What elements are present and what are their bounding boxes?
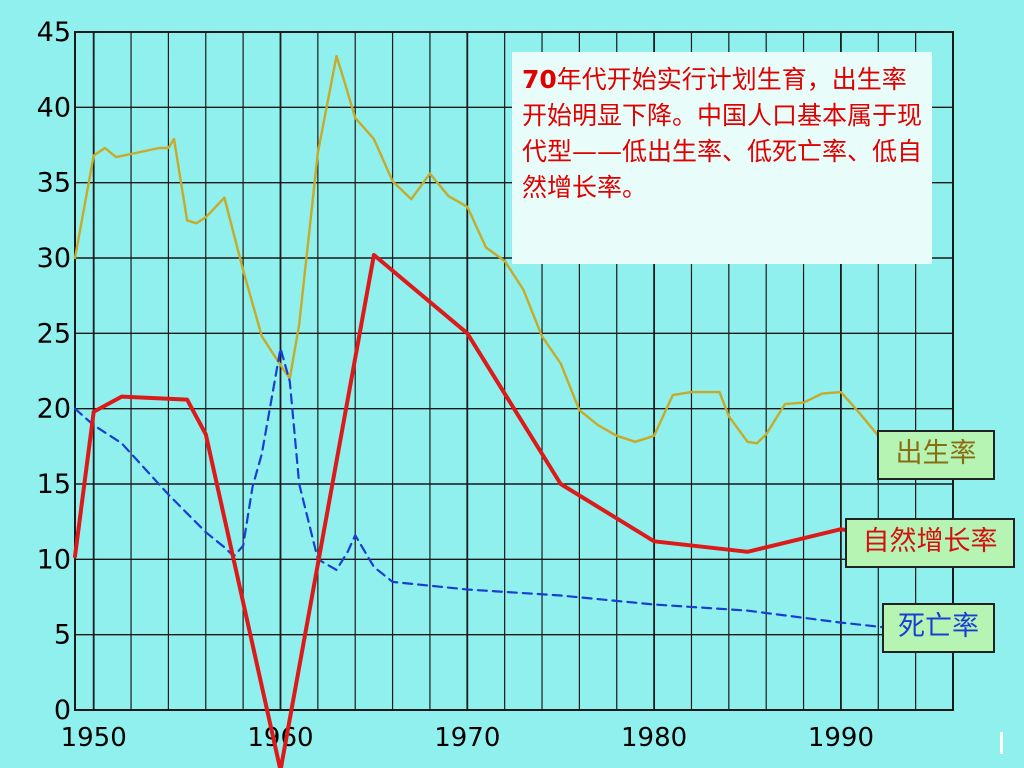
birth-rate-line — [73, 54, 955, 457]
natural-growth-rate-line — [73, 253, 937, 768]
x-tick-label: 1960 — [247, 723, 313, 753]
legend-natural-growth-rate: 自然增长率 — [845, 518, 1015, 568]
slide-edge-mark — [1000, 732, 1003, 754]
y-tick-label: 30 — [37, 243, 71, 274]
annotation-box: 70年代开始实行计划生育，出生率开始明显下降。中国人口基本属于现代型——低出生率… — [512, 52, 932, 264]
y-tick-label: 20 — [37, 394, 71, 425]
y-tick-label: 5 — [54, 620, 71, 651]
y-tick-label: 25 — [37, 318, 71, 349]
x-tick-label: 1990 — [808, 723, 874, 753]
x-tick-label: 1980 — [621, 723, 687, 753]
annotation-number: 70 — [522, 65, 557, 94]
y-tick-label: 15 — [37, 469, 71, 500]
y-tick-label: 35 — [37, 168, 71, 199]
legend-birth-rate: 出生率 — [877, 430, 995, 480]
y-tick-label: 40 — [37, 92, 71, 123]
y-tick-label: 45 — [37, 17, 71, 48]
x-axis-ticks: 1950 1960 1970 1980 1990 — [61, 723, 874, 753]
legend-death-rate: 死亡率 — [882, 603, 995, 653]
series-lines — [73, 54, 955, 768]
annotation-text: 年代开始实行计划生育，出生率开始明显下降。中国人口基本属于现代型——低出生率、低… — [522, 65, 923, 202]
y-tick-label: 0 — [54, 695, 71, 726]
grid — [74, 31, 954, 711]
death-rate-line — [73, 347, 955, 636]
y-axis-ticks: 0 5 10 15 20 25 30 35 40 45 — [37, 17, 71, 726]
plot-frame — [74, 31, 954, 711]
y-tick-label: 10 — [37, 544, 71, 575]
x-tick-label: 1970 — [434, 723, 500, 753]
x-tick-label: 1950 — [61, 723, 127, 753]
